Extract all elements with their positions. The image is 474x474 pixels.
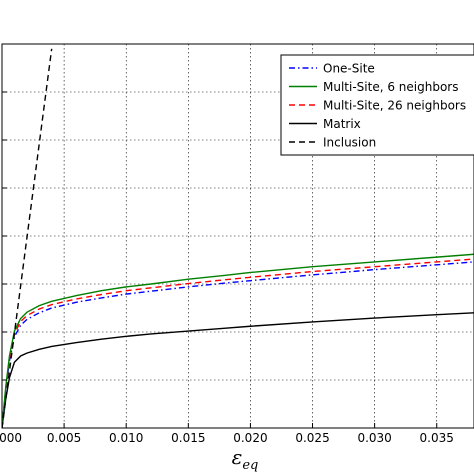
x-axis-label-subscript: eq: [242, 458, 258, 473]
series-layer: [2, 48, 474, 428]
series-line-matrix: [2, 312, 474, 428]
x-tick-label: 0.005: [47, 431, 81, 445]
x-axis-label-symbol: ε: [232, 445, 243, 469]
x-tick-label: 0.025: [295, 431, 329, 445]
legend-label: Multi-Site, 6 neighbors: [323, 80, 458, 94]
legend-label: Inclusion: [323, 136, 376, 150]
legend-label: Multi-Site, 26 neighbors: [323, 99, 466, 113]
series-line-one-site: [2, 261, 474, 428]
x-tick-label: 0.015: [171, 431, 205, 445]
x-tick-label: 0.030: [357, 431, 391, 445]
legend-label: Matrix: [323, 117, 361, 131]
x-tick-label: 0.020: [233, 431, 267, 445]
x-tick-label: 0.000: [0, 431, 22, 445]
series-line-inclusion: [2, 48, 53, 428]
x-tick-label: 0.035: [420, 431, 454, 445]
x-axis-ticks: 0.000 0.005 0.010 0.015 0.020 0.025 0.030 0.035: [0, 91, 454, 445]
legend: One-Site Multi-Site, 6 neighbors Multi-Sit…: [280, 54, 474, 156]
x-axis-label-text: εeq: [232, 445, 259, 473]
x-axis-label: εeq: [232, 445, 259, 473]
legend-label: One-Site: [323, 62, 375, 76]
x-tick-label: 0.010: [109, 431, 143, 445]
series-line-multi-site-6-neighbors: [2, 253, 474, 428]
